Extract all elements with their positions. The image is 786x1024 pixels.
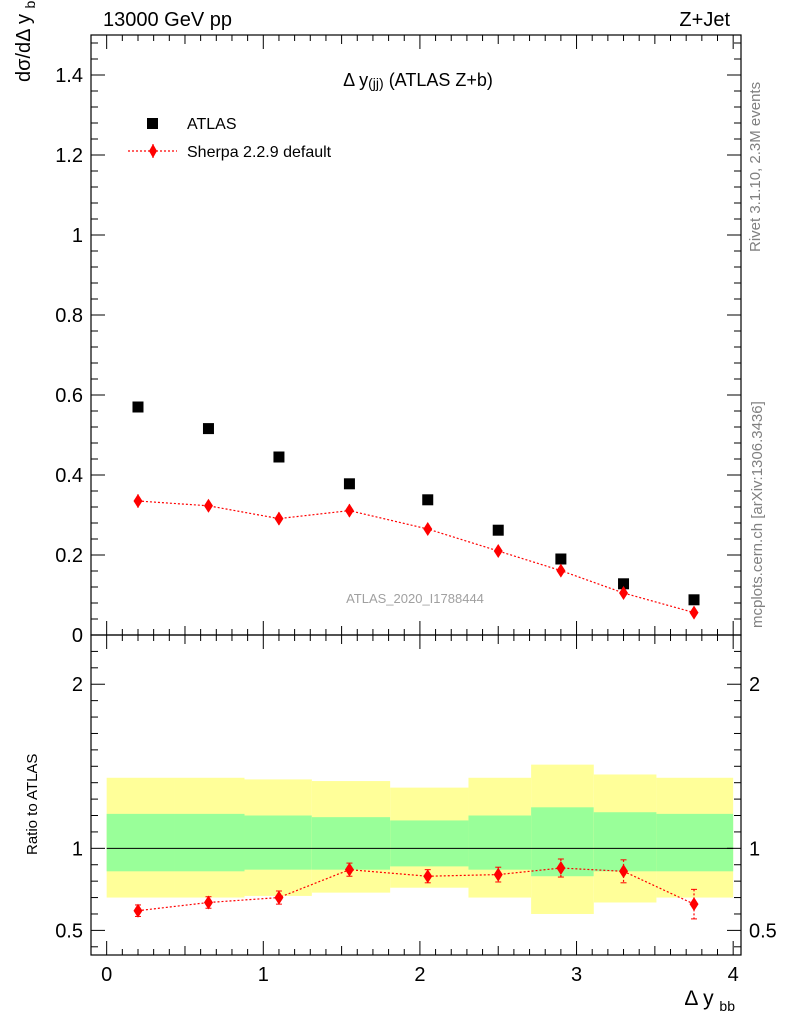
atlas-point-1	[202, 423, 214, 435]
main-y-tick-label: 0	[72, 625, 83, 647]
legend-label-sherpa: Sherpa 2.2.9 default	[187, 144, 332, 161]
main-y-axis-label: dσ/dΔ y bb	[13, 0, 38, 82]
ratio-panel-frame	[90, 634, 742, 956]
main-panel-series	[132, 401, 700, 620]
main-y-tick-label: 0.8	[55, 305, 83, 327]
x-tick-label: 0	[101, 964, 112, 986]
sherpa-point-8	[689, 605, 699, 620]
mcplots-label: mcplots.cern.ch [arXiv:1306.3436]	[749, 401, 766, 628]
sherpa-point-6	[556, 563, 566, 578]
sherpa-point-5	[493, 544, 503, 558]
sherpa-point-3	[344, 503, 354, 518]
legend-label-atlas: ATLAS	[187, 116, 237, 133]
atlas-point-6	[555, 553, 567, 565]
ratio-point-7	[619, 864, 629, 879]
atlas-point-2	[273, 451, 285, 463]
legend: ATLAS Sherpa 2.2.9 default	[128, 116, 332, 161]
axis-ticks	[91, 35, 741, 955]
atlas-point-3	[343, 478, 355, 490]
x-tick-label: 2	[414, 964, 425, 986]
atlas-point-4	[422, 494, 434, 506]
atlas-point-8	[688, 594, 700, 606]
x-tick-label: 1	[258, 964, 269, 986]
ratio-y-axis-label: Ratio to ATLAS	[24, 754, 41, 855]
main-y-tick-label: 1.4	[55, 65, 83, 87]
ratio-band-green-1	[174, 813, 245, 872]
ratio-uncertainty-bands	[106, 764, 734, 914]
ratio-band-green-7	[593, 812, 657, 872]
atlas-point-0	[132, 401, 144, 413]
ratio-band-green-4	[390, 820, 469, 867]
rivet-label: Rivet 3.1.10, 2.3M events	[747, 82, 764, 252]
ratio-band-green-8	[656, 813, 734, 872]
ratio-y-tick-label-left: 1	[72, 838, 83, 860]
ratio-y-tick-label-right: 1	[749, 838, 760, 860]
main-y-tick-label: 1.2	[55, 145, 83, 167]
atlas-point-5	[492, 524, 504, 536]
x-tick-label: 3	[571, 964, 582, 986]
ratio-band-green-5	[468, 815, 532, 870]
sherpa-point-0	[133, 494, 143, 508]
x-axis-label: Δ y bb	[684, 987, 735, 1014]
ratio-band-green-3	[311, 817, 391, 870]
ratio-y-tick-label-right: 2	[749, 674, 760, 696]
ratio-point-3	[344, 862, 354, 877]
ratio-point-6	[556, 861, 566, 876]
ratio-band-green-2	[244, 815, 312, 870]
panel-frames	[90, 34, 742, 956]
main-y-tick-label: 1	[72, 225, 83, 247]
ratio-point-4	[423, 869, 433, 884]
sherpa-point-1	[203, 498, 213, 513]
main-plot-title: Δ y(jj) (ATLAS Z+b)	[343, 70, 493, 91]
ratio-band-green-0	[106, 813, 175, 872]
ratio-point-8	[689, 897, 699, 912]
ratio-y-tick-label-left: 0.5	[55, 920, 83, 942]
axis-tick-labels: 0 1 2 3 4 0 0.2 0.4 0.6 0.8 1 1.2 1.4 0.5 0.5 1 1 2 2	[55, 65, 777, 986]
ratio-y-tick-label-left: 2	[72, 674, 83, 696]
x-tick-label: 4	[728, 964, 739, 986]
energy-label: 13000 GeV pp	[103, 9, 232, 31]
main-y-tick-label: 0.6	[55, 385, 83, 407]
legend-marker-sherpa	[149, 144, 157, 158]
ratio-point-5	[493, 867, 503, 882]
ratio-point-0	[133, 903, 143, 918]
main-y-tick-label: 0.2	[55, 545, 83, 567]
sherpa-point-2	[274, 511, 284, 526]
process-label: Z+Jet	[679, 9, 730, 31]
sherpa-point-7	[619, 586, 629, 600]
ratio-panel-series	[133, 858, 699, 920]
ratio-y-tick-label-right: 0.5	[749, 920, 777, 942]
ratio-point-1	[203, 895, 213, 910]
sherpa-point-4	[423, 522, 433, 536]
main-y-tick-label: 0.4	[55, 465, 83, 487]
analysis-label: ATLAS_2020_I1788444	[346, 591, 484, 606]
legend-marker-atlas	[147, 118, 158, 129]
ratio-point-2	[274, 890, 284, 905]
atlas-point-7	[618, 578, 630, 590]
